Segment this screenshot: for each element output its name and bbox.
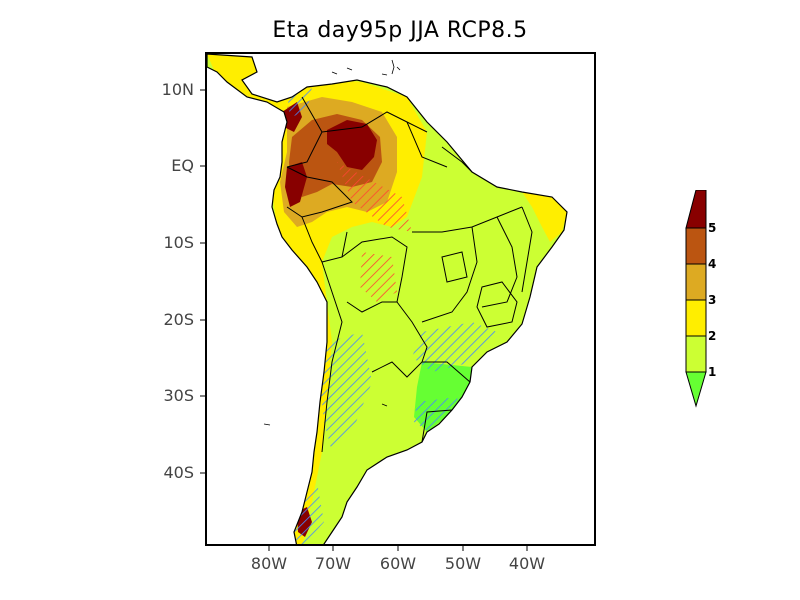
colorbar-2-3 [685,299,707,337]
south-america-map [207,54,568,544]
lon-tick-60w: 60W [379,554,417,573]
lon-tick-80w: 80W [250,554,288,573]
lat-tick-10s: 10S [163,233,194,252]
colorbar-label-4: 4 [708,257,717,271]
lon-tick-70w: 70W [314,554,352,573]
colorbar [685,190,707,408]
lat-tick-10n: 10N [161,80,194,99]
lon-tick-40w: 40W [508,554,546,573]
lat-tick-30s: 30S [163,386,194,405]
colorbar-3-4 [685,263,707,301]
lon-tick-50w: 50W [444,554,482,573]
colorbar-4-5 [685,227,707,265]
lat-tick-40s: 40S [163,463,194,482]
map-panel [205,52,596,546]
lat-tick-eq: EQ [171,156,194,175]
colorbar-above-5 [685,190,707,229]
colorbar-label-5: 5 [708,221,717,235]
colorbar-label-2: 2 [708,329,717,343]
colorbar-label-1: 1 [708,365,717,379]
colorbar-below-1 [685,371,707,408]
country-borders [286,96,533,453]
map-title: Eta day95p JJA RCP8.5 [272,18,528,43]
colorbar-1-2 [685,335,707,373]
lat-tick-20s: 20S [163,310,194,329]
caribbean-islands [263,59,401,426]
colorbar-label-3: 3 [708,293,717,307]
